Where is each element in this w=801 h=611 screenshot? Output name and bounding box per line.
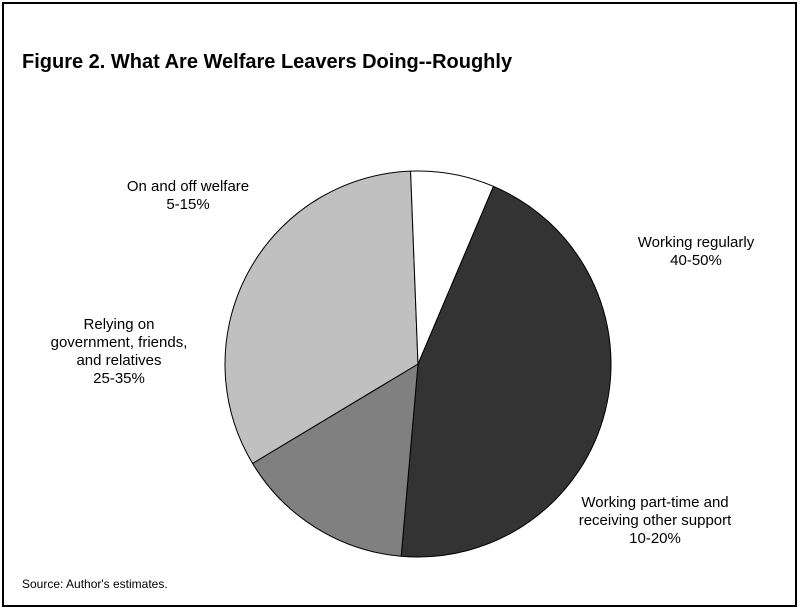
slice-label-line: Working part-time and — [581, 494, 728, 511]
slice-label-line: Working regularly — [638, 234, 755, 251]
pie-labels: Working regularly 40-50% Working part-time… — [51, 178, 755, 547]
slice-label-on-and-off-welfare: On and off welfare 5-15% — [127, 178, 249, 213]
slice-label-line: government, friends, — [51, 334, 188, 351]
slice-label-line: 5-15% — [166, 196, 209, 213]
pie-slice-on-and-off-welfare — [410, 170, 495, 365]
chart-title: Figure 2. What Are Welfare Leavers Doing… — [22, 51, 513, 73]
slice-label-line: 40-50% — [670, 252, 722, 269]
slice-label-line: 10-20% — [629, 530, 681, 547]
pie-slices — [224, 170, 612, 558]
pie-slice-relying-on-support — [224, 170, 419, 465]
slice-label-line: and relatives — [76, 352, 161, 369]
slice-label-line: receiving other support — [579, 512, 732, 529]
pie-slice-working-regularly — [400, 185, 612, 558]
slice-label-relying-on-support: Relying on government, friends, and relati… — [51, 316, 188, 387]
slice-label-working-regularly: Working regularly 40-50% — [638, 234, 755, 269]
slice-label-line: 25-35% — [93, 370, 145, 387]
source-note: Source: Author's estimates. — [22, 577, 168, 591]
pie-slice-working-part-time — [251, 363, 419, 557]
slice-label-line: Relying on — [84, 316, 155, 333]
slice-label-working-part-time: Working part-time and receiving other sup… — [579, 494, 732, 547]
slice-label-line: On and off welfare — [127, 178, 249, 195]
